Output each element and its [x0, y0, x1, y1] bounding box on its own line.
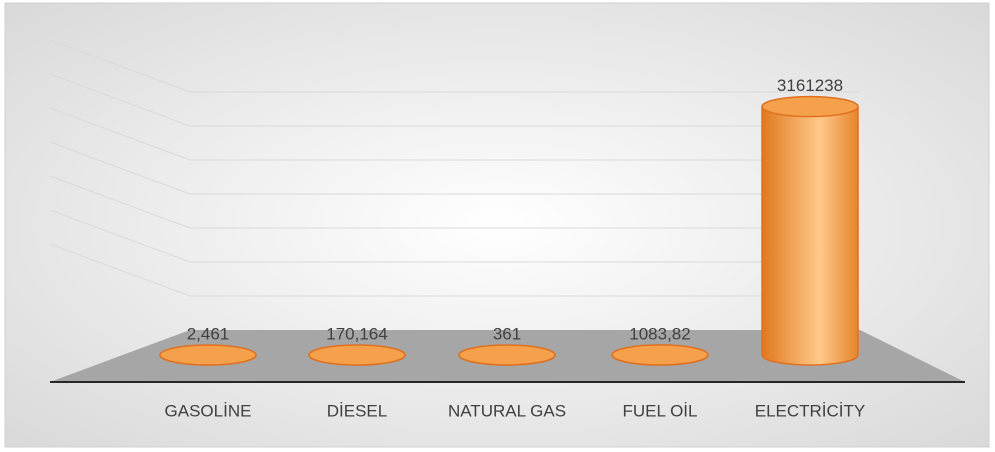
bar-part — [761, 105, 859, 366]
bar-part — [761, 95, 859, 118]
grid-line — [49, 107, 191, 161]
grid-line — [49, 175, 191, 229]
data-label: 3161238 — [777, 76, 843, 95]
grid-line — [49, 209, 191, 263]
bar-part — [308, 344, 406, 366]
grid-line — [49, 141, 191, 195]
bar — [159, 344, 257, 366]
data-label: 361 — [493, 324, 521, 343]
bar — [611, 344, 709, 366]
data-label: 2,461 — [187, 324, 230, 343]
x-tick-label: GASOLİNE — [165, 401, 252, 420]
grid-line — [49, 39, 191, 93]
bar-part — [159, 344, 257, 366]
bar — [761, 95, 859, 366]
x-tick-label: NATURAL GAS — [448, 401, 566, 420]
x-tick-label: DİESEL — [327, 401, 387, 420]
bar-part — [458, 344, 556, 366]
x-tick-label: FUEL OİL — [623, 401, 698, 420]
data-label: 170,164 — [326, 324, 387, 343]
data-label: 1083,82 — [629, 324, 690, 343]
bar — [308, 344, 406, 366]
bar — [458, 344, 556, 366]
grid-line — [49, 243, 191, 297]
grid-line — [49, 73, 191, 127]
x-tick-label: ELECTRİCİTY — [755, 401, 866, 420]
bar-part — [611, 344, 709, 366]
